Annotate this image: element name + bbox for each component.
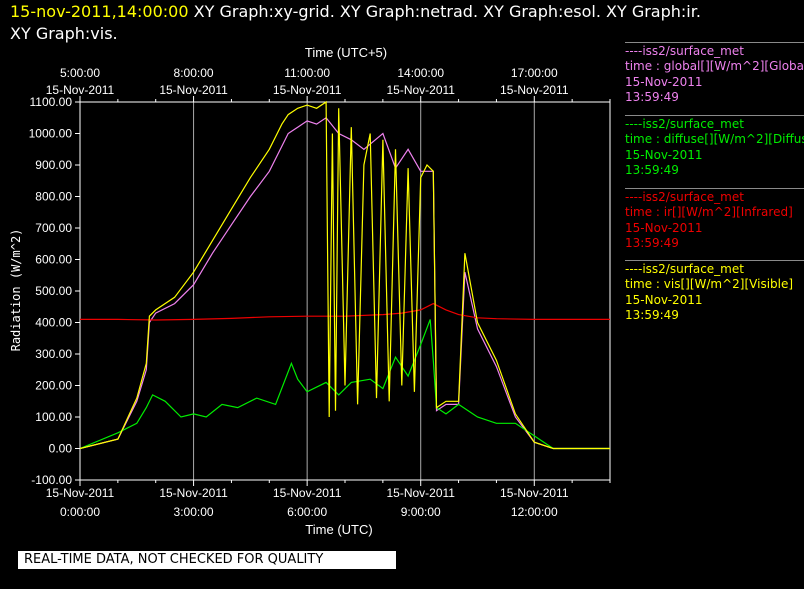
y-tick-label: 400.00 <box>35 316 72 330</box>
x-tick-time: 3:00:00 <box>174 505 214 519</box>
legend-desc: time : ir[][W/m^2][Infrared] <box>625 205 793 220</box>
y-tick-label: 1000.00 <box>29 127 73 141</box>
x-tick-time: 6:00:00 <box>287 505 327 519</box>
legend-entry: ----iss2/surface_met time : ir[][W/m^2][I… <box>625 188 804 251</box>
legend-separator <box>625 115 804 116</box>
x-top-tick-date: 15-Nov-2011 <box>46 83 115 97</box>
legend-source: ----iss2/surface_met <box>625 262 744 276</box>
x-tick-time: 9:00:00 <box>401 505 441 519</box>
series-group <box>79 100 610 450</box>
x-axis-top-title: Time (UTC+5) <box>305 45 387 60</box>
legend-desc: time : global[][W/m^2][Global] <box>625 59 804 74</box>
x-tick-date: 15-Nov-2011 <box>159 486 228 500</box>
legend-date: 15-Nov-2011 <box>625 220 703 235</box>
x-tick-date: 15-Nov-2011 <box>273 486 342 500</box>
graph-header: 15-nov-2011,14:00:00 XY Graph:xy-grid. X… <box>10 2 701 22</box>
y-tick-label: 700.00 <box>35 221 72 235</box>
legend-source: ----iss2/surface_met <box>625 44 744 58</box>
x-tick-date: 15-Nov-2011 <box>46 486 115 500</box>
y-tick-label: 900.00 <box>35 158 72 172</box>
x-top-tick-date: 15-Nov-2011 <box>159 83 228 97</box>
series-ir <box>80 302 610 321</box>
plot-frame <box>79 101 611 481</box>
x-axis-bottom-title: Time (UTC) <box>305 522 372 537</box>
legend-separator <box>625 188 804 189</box>
x-tick-time: 12:00:00 <box>511 505 558 519</box>
y-tick-label: 100.00 <box>35 410 72 424</box>
axes: -100.00 0.00 100.00 200.00 300.00 400.00 500.0… <box>29 66 611 519</box>
y-tick-label: 0.00 <box>49 442 73 456</box>
legend-separator <box>625 42 804 43</box>
grid <box>193 102 535 480</box>
legend-desc: time : diffuse[][W/m^2][Diffuse] <box>625 132 804 147</box>
y-tick-label: 1100.00 <box>30 95 73 109</box>
legend-source: ----iss2/surface_met <box>625 190 744 204</box>
y-tick-label: 800.00 <box>35 190 72 204</box>
y-tick-label: 500.00 <box>35 284 72 298</box>
x-tick-date: 15-Nov-2011 <box>500 486 569 500</box>
x-top-tick-time: 8:00:00 <box>174 66 214 80</box>
y-tick-label: 600.00 <box>35 253 72 267</box>
x-top-tick-time: 11:00:00 <box>284 66 330 80</box>
legend-entry: ----iss2/surface_met time : vis[][W/m^2][… <box>625 260 804 323</box>
timestamp: 15-nov-2011,14:00:00 <box>10 2 189 21</box>
graph-list: XY Graph:xy-grid. XY Graph:netrad. XY Gr… <box>193 2 701 21</box>
legend-time: 13:59:49 <box>625 235 679 250</box>
legend-time: 13:59:49 <box>625 162 679 177</box>
x-top-tick-time: 14:00:00 <box>397 66 444 80</box>
quality-notice: REAL-TIME DATA, NOT CHECKED FOR QUALITY <box>18 551 396 569</box>
x-top-tick-date: 15-Nov-2011 <box>500 83 569 97</box>
legend-date: 15-Nov-2011 <box>625 292 703 307</box>
x-tick-time: 0:00:00 <box>60 505 100 519</box>
graph-list-cont: XY Graph:vis. <box>10 24 118 43</box>
legend-desc: time : vis[][W/m^2][Visible] <box>625 277 794 292</box>
legend-source: ----iss2/surface_met <box>625 117 744 131</box>
x-top-tick-time: 17:00:00 <box>511 66 558 80</box>
series-diffuse <box>79 319 610 450</box>
x-top-tick-date: 15-Nov-2011 <box>386 83 455 97</box>
graph-header-line2: XY Graph:vis. <box>10 24 118 44</box>
x-top-tick-date: 15-Nov-2011 <box>273 83 342 97</box>
legend-date: 15-Nov-2011 <box>625 74 703 89</box>
legend-time: 13:59:49 <box>625 89 679 104</box>
legend-separator <box>625 260 804 261</box>
legend-date: 15-Nov-2011 <box>625 147 703 162</box>
legend-time: 13:59:49 <box>625 307 679 322</box>
x-top-tick-time: 5:00:00 <box>60 66 100 80</box>
y-tick-label: 200.00 <box>35 379 72 393</box>
x-tick-date: 15-Nov-2011 <box>386 486 455 500</box>
y-tick-label: -100.00 <box>31 473 72 487</box>
legend-entry: ----iss2/surface_met time : diffuse[][W/m… <box>625 115 804 178</box>
y-tick-label: 300.00 <box>35 347 72 361</box>
legend-entry: ----iss2/surface_met time : global[][W/m^… <box>625 42 804 105</box>
y-axis-title: Radiation (W/m^2) <box>9 229 23 352</box>
series-vis <box>79 100 610 450</box>
